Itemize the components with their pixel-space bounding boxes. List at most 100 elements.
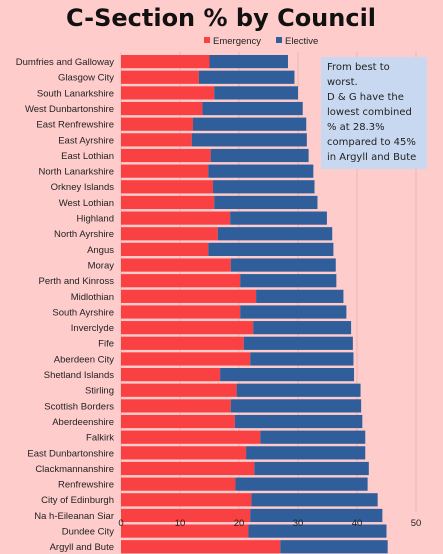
category-label: Inverclyde — [71, 323, 114, 334]
bar-elective — [213, 180, 315, 194]
bar-elective — [210, 148, 309, 163]
bar-emergency — [121, 336, 244, 350]
category-label: Dundee City — [62, 527, 115, 538]
bar-emergency — [121, 148, 211, 163]
category-label: Glasgow City — [58, 73, 114, 84]
category-label: Angus — [87, 245, 114, 256]
bar-elective — [243, 336, 353, 350]
legend-label-emergency: Emergency — [213, 36, 261, 47]
category-label: Falkirk — [86, 433, 114, 444]
bar-emergency — [121, 508, 251, 523]
category-labels: Dumfries and Galloway Glasgow City South L… — [16, 57, 114, 553]
bar-elective — [209, 55, 288, 69]
annotation-line: % at 28.3% — [327, 122, 385, 133]
bar-emergency — [121, 461, 255, 476]
bar-elective — [208, 164, 314, 178]
bar-elective — [248, 524, 387, 538]
category-label: Scottish Borders — [44, 401, 114, 412]
bar-emergency — [121, 493, 252, 507]
category-label: Aberdeenshire — [52, 417, 114, 428]
bar-elective — [235, 477, 368, 491]
bar-elective — [251, 493, 378, 507]
bar-elective — [240, 274, 337, 288]
bar-emergency — [121, 446, 247, 460]
bar-emergency — [121, 289, 257, 303]
category-label: Highland — [77, 214, 115, 225]
bar-elective — [198, 70, 295, 84]
category-label: South Lanarkshire — [37, 88, 114, 99]
category-label: West Dunbartonshire — [25, 104, 114, 115]
bar-emergency — [121, 211, 231, 225]
bar-emergency — [121, 180, 214, 194]
bar-emergency — [121, 321, 254, 335]
bar-elective — [220, 368, 355, 382]
bar-emergency — [121, 368, 221, 382]
chart-title: C-Section % by Council — [66, 4, 376, 32]
bar-elective — [230, 258, 336, 272]
bar-elective — [280, 540, 388, 554]
category-label: Shetland Islands — [44, 370, 114, 381]
x-tick-label: 0 — [118, 518, 123, 529]
category-label: Perth and Kinross — [38, 276, 114, 287]
bar-elective — [230, 211, 327, 225]
bar-elective — [254, 461, 369, 476]
category-label: Midlothian — [71, 292, 114, 303]
category-label: Fife — [98, 339, 114, 350]
x-tick-label: 10 — [175, 518, 186, 529]
bar-emergency — [121, 164, 209, 178]
category-label: Dumfries and Galloway — [16, 57, 114, 68]
bars — [121, 55, 388, 554]
bar-emergency — [121, 101, 203, 116]
x-tick-label: 40 — [352, 518, 363, 529]
category-label: Argyll and Bute — [50, 542, 114, 553]
category-label: Clackmannanshire — [35, 464, 114, 475]
annotation-line: in Argyll and Bute — [327, 152, 417, 163]
bar-elective — [240, 305, 347, 319]
bar-elective — [234, 414, 363, 429]
bar-elective — [214, 86, 298, 100]
bar-emergency — [121, 430, 261, 444]
bar-elective — [260, 430, 366, 444]
bar-emergency — [121, 383, 237, 397]
annotation-line: lowest combined — [327, 107, 412, 118]
category-label: East Renfrewshire — [36, 120, 114, 131]
category-label: North Lanarkshire — [38, 167, 114, 178]
category-label: Na h-Eileanan Siar — [34, 511, 114, 522]
bar-emergency — [121, 305, 241, 319]
bar-emergency — [121, 242, 209, 256]
bar-elective — [246, 446, 366, 460]
category-label: East Ayrshire — [58, 135, 114, 146]
bar-emergency — [121, 258, 231, 272]
bar-elective — [192, 117, 307, 131]
category-label: Aberdeen City — [54, 354, 114, 365]
bar-elective — [250, 352, 354, 366]
bar-emergency — [121, 524, 249, 538]
annotation-line: D & G have the — [327, 92, 404, 103]
bar-elective — [256, 289, 344, 303]
category-label: South Ayrshire — [52, 307, 114, 318]
category-label: Stirling — [85, 386, 114, 397]
category-label: North Ayrshire — [54, 229, 114, 240]
category-label: Renfrewshire — [58, 480, 114, 491]
bar-emergency — [121, 352, 251, 366]
bar-emergency — [121, 399, 231, 413]
category-label: Moray — [88, 260, 115, 271]
bar-emergency — [121, 86, 215, 100]
category-label: Orkney Islands — [51, 182, 115, 193]
annotation-line: worst. — [327, 77, 358, 88]
category-label: West Lothian — [59, 198, 114, 209]
bar-emergency — [121, 227, 218, 241]
x-tick-label: 20 — [234, 518, 245, 529]
legend-swatch-emergency — [204, 37, 210, 43]
legend-swatch-elective — [276, 37, 282, 43]
bar-emergency — [121, 195, 215, 210]
bar-elective — [208, 242, 334, 256]
x-axis-ticks: 0 10 20 30 40 50 — [118, 518, 421, 529]
category-label: East Dunbartonshire — [27, 448, 114, 459]
bar-elective — [217, 227, 333, 241]
annotation-line: compared to 45% — [327, 137, 416, 148]
legend: Emergency Elective — [204, 36, 318, 47]
bar-elective — [250, 508, 383, 523]
category-label: City of Edinburgh — [41, 495, 114, 506]
